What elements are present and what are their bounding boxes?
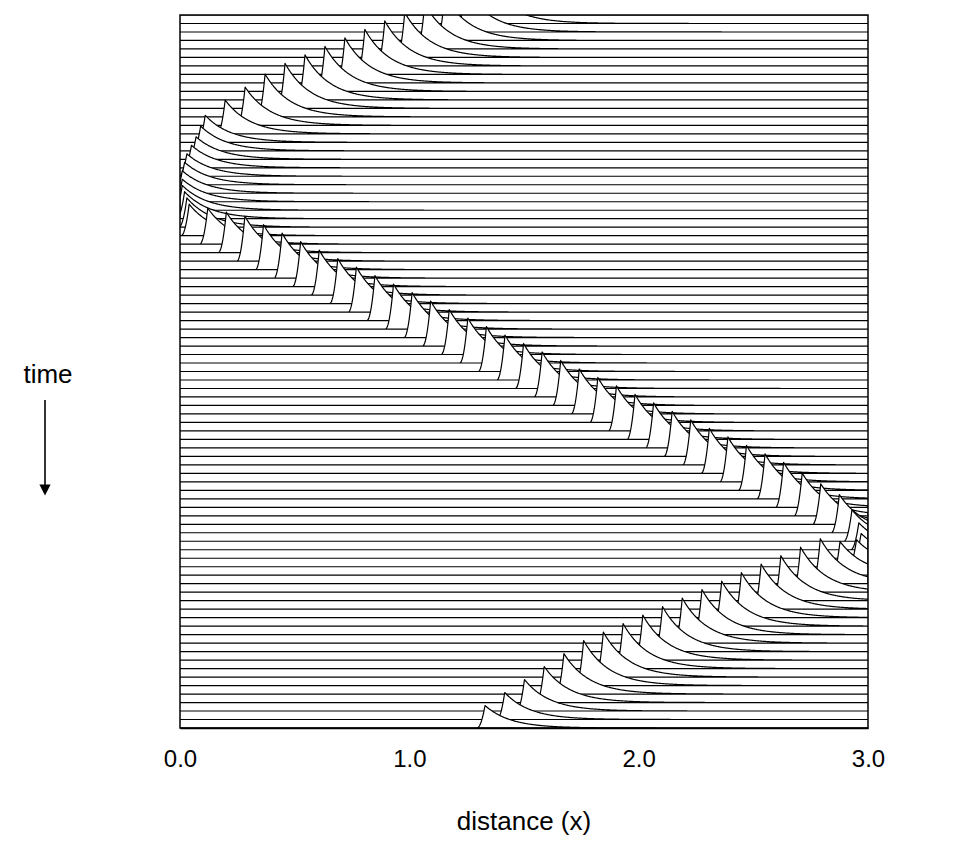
trace: [180, 523, 868, 550]
x-axis: 0.0 1.0 2.0 3.0: [164, 728, 885, 772]
trace: [180, 267, 868, 312]
trace: [180, 462, 868, 507]
trace: [180, 394, 868, 439]
trace: [180, 185, 868, 210]
trace: [180, 137, 868, 160]
trace: [180, 411, 868, 456]
trace: [180, 276, 868, 321]
trace: [180, 301, 868, 346]
trace: [180, 15, 868, 57]
trace: [180, 204, 868, 236]
trace: [180, 641, 868, 686]
trace: [180, 179, 868, 202]
trace: [180, 29, 868, 74]
trace: [180, 293, 868, 338]
trace: [180, 484, 868, 525]
trace: [180, 360, 868, 405]
tick: 2.0: [622, 728, 655, 772]
trace: [180, 573, 868, 618]
trace: [180, 369, 868, 414]
trace: [180, 533, 868, 558]
trace: [180, 473, 868, 516]
trace: [180, 581, 868, 626]
trace: [180, 126, 868, 151]
trace: [180, 74, 868, 117]
trace: [180, 15, 868, 40]
trace: [180, 352, 868, 397]
trace: [180, 598, 868, 643]
tick-label: 2.0: [622, 745, 655, 772]
trace: [180, 87, 868, 125]
trace: [180, 343, 868, 388]
trace: [180, 495, 868, 533]
trace: [180, 615, 868, 660]
trace: [180, 15, 868, 23]
x-axis-title: distance (x): [457, 806, 591, 836]
tick-label: 1.0: [393, 745, 426, 772]
trace: [180, 454, 868, 499]
tick: 3.0: [852, 728, 885, 772]
trace: [180, 192, 868, 219]
trace: [180, 259, 868, 304]
trace: [180, 706, 868, 729]
trace: [180, 198, 868, 227]
trace: [180, 377, 868, 422]
trace: [180, 162, 868, 185]
traces: [180, 15, 868, 728]
trace: [180, 115, 868, 142]
trace: [180, 590, 868, 635]
trace: [180, 386, 868, 431]
trace: [180, 693, 868, 720]
trace: [180, 510, 868, 542]
plot-frame: [180, 15, 868, 728]
trace: [180, 624, 868, 669]
trace: [180, 100, 868, 134]
time-arrow: [44, 400, 46, 490]
chart: 0.0 1.0 2.0 3.0 distance (x) time: [0, 0, 959, 855]
trace: [180, 540, 868, 567]
trace: [180, 15, 868, 32]
tick-label: 3.0: [852, 745, 885, 772]
y-axis-title: time: [23, 359, 72, 389]
trace: [180, 632, 868, 677]
trace: [180, 233, 868, 278]
trace: [180, 403, 868, 448]
tick: 0.0: [164, 728, 197, 772]
trace: [180, 21, 868, 66]
trace: [180, 250, 868, 295]
tick-label: 0.0: [164, 745, 197, 772]
tick: 1.0: [393, 728, 426, 772]
trace: [180, 145, 868, 168]
trace: [180, 242, 868, 287]
trace: [180, 607, 868, 652]
trace: [180, 154, 868, 177]
trace: [180, 171, 868, 194]
trace: [180, 15, 868, 49]
trace: [180, 284, 868, 329]
axis-line: [181, 728, 869, 730]
